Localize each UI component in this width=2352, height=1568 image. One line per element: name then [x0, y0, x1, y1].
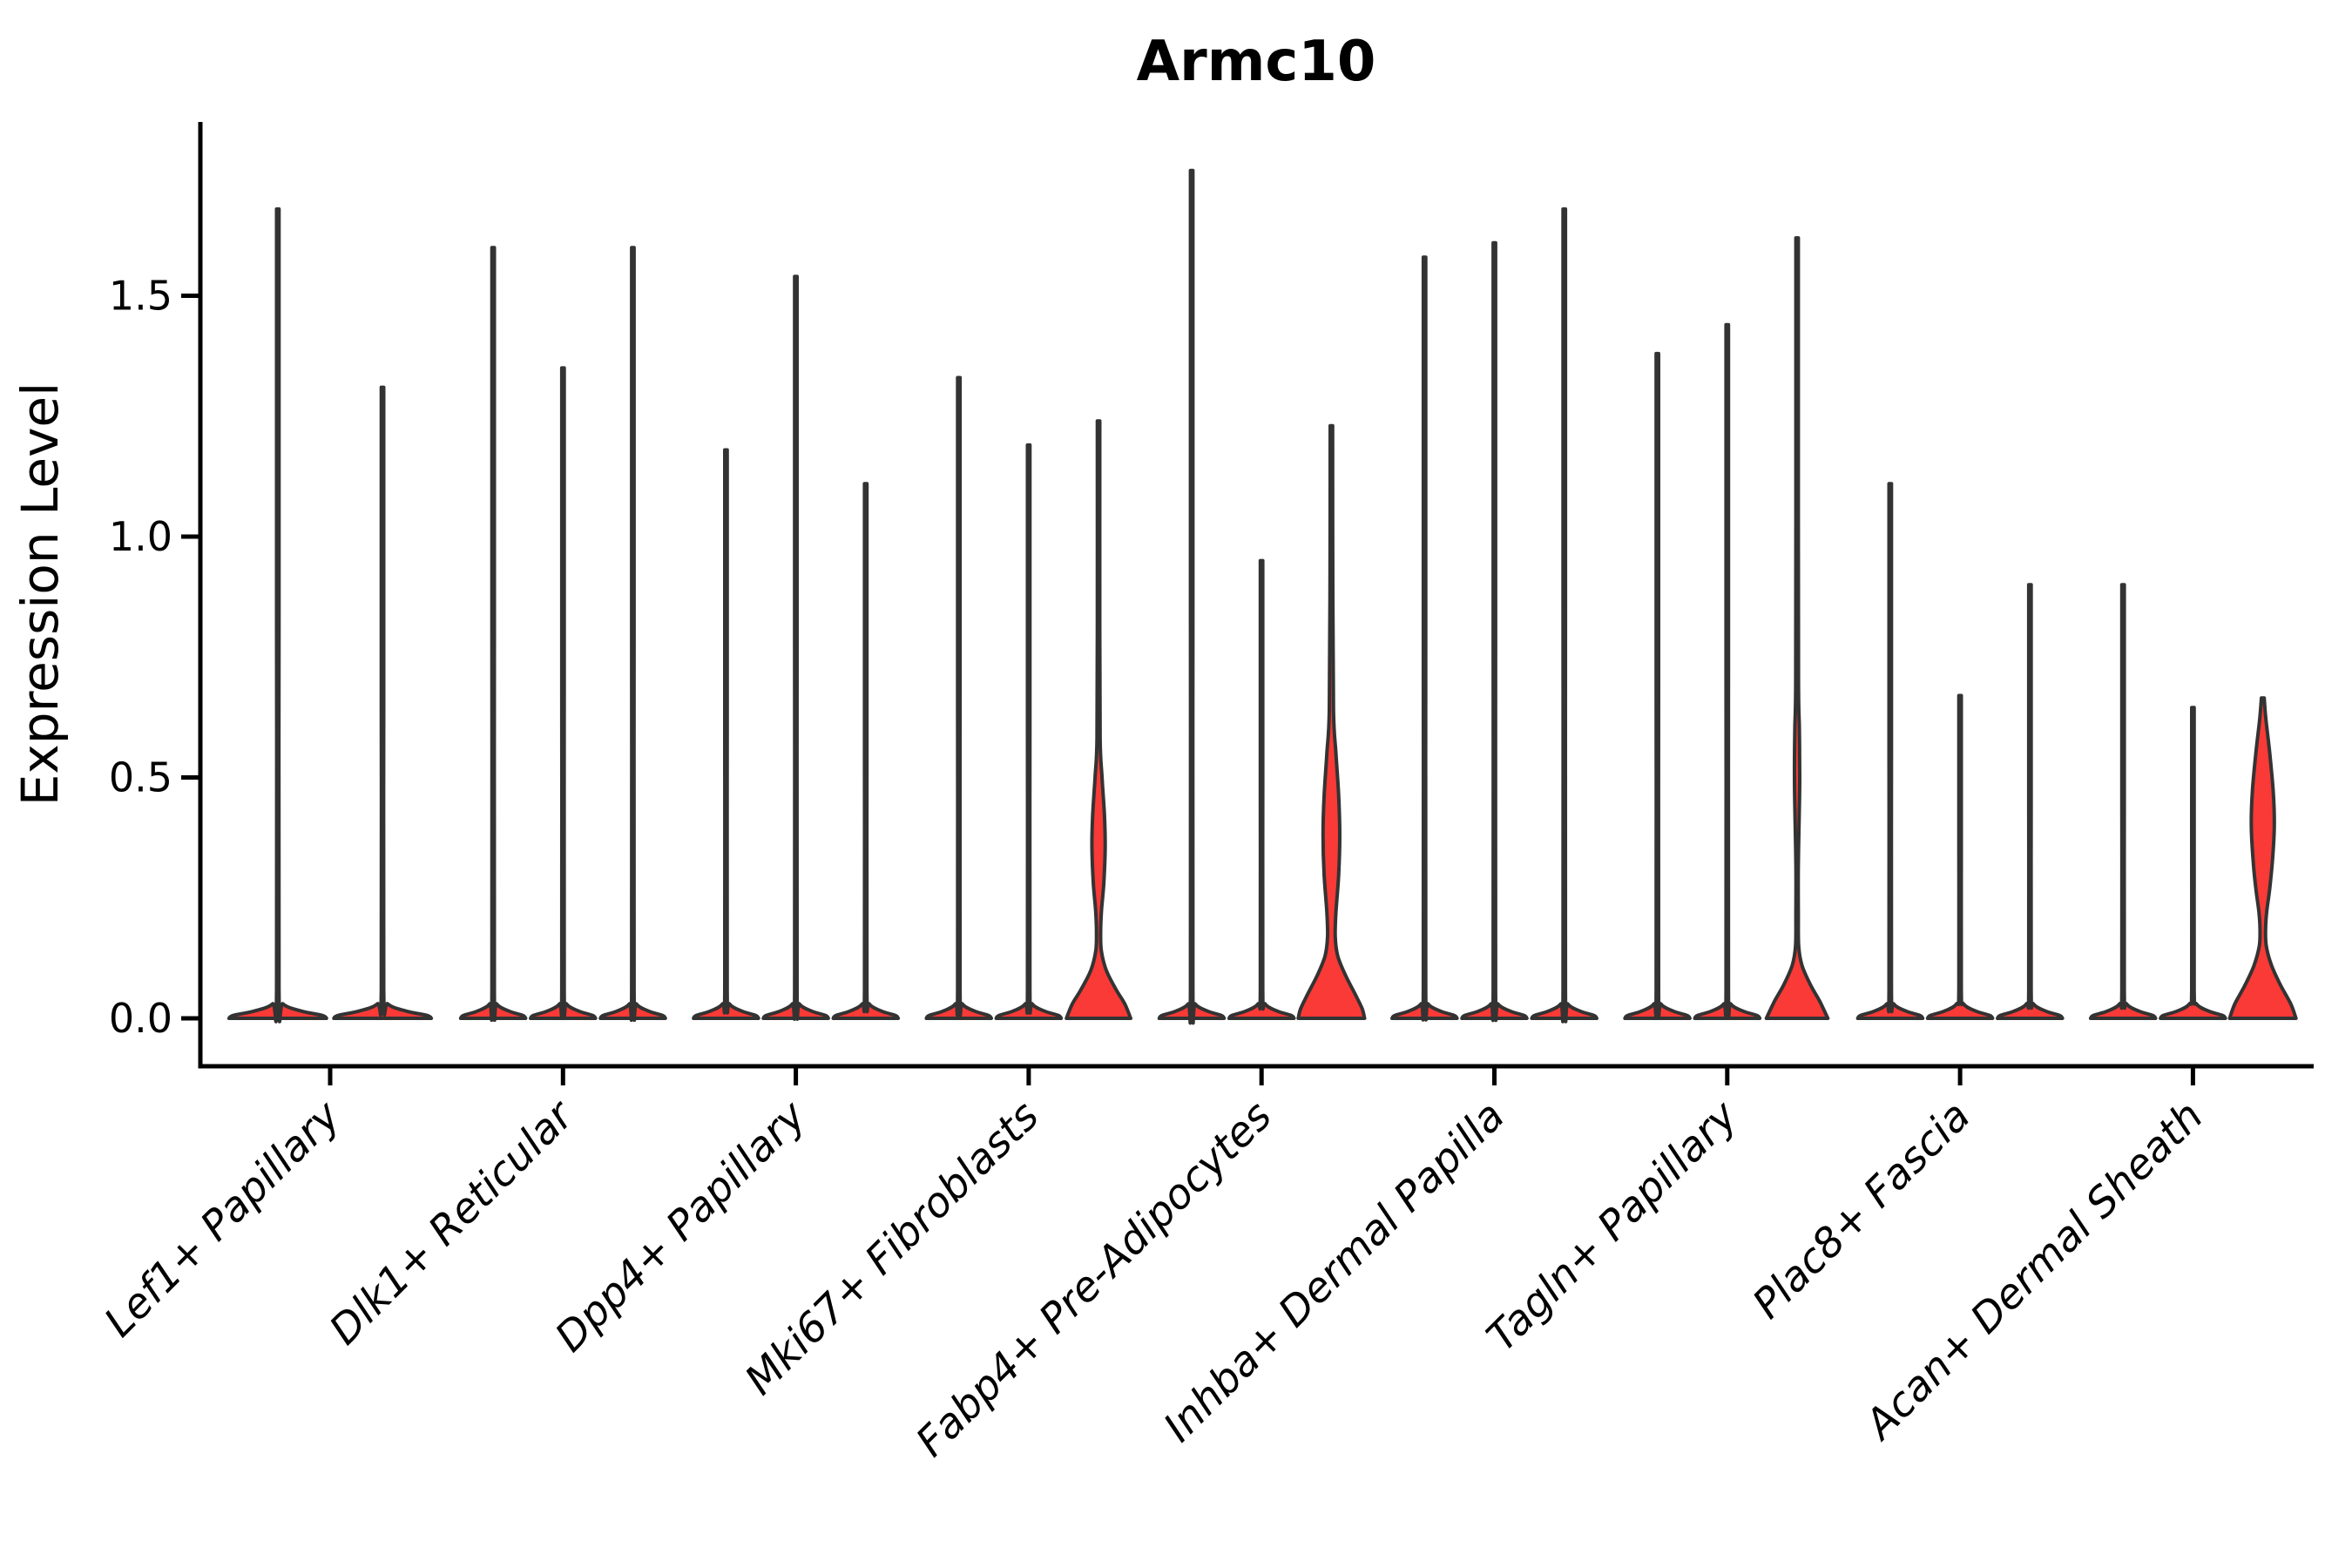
violin-acan-dermal-sheath-3 [2227, 696, 2298, 1020]
violin-lef1-papillary-2 [332, 385, 434, 1020]
x-tick-label-dpp4-papillary: Dpp4+ Papillary [546, 1092, 816, 1362]
violin-mki67-fibroblasts-1 [924, 375, 993, 1020]
x-tick-label-plac8-fascia: Plac8+ Fascia [1744, 1092, 1980, 1328]
violin-dpp4-papillary-1 [692, 448, 760, 1020]
violin-lef1-papillary-1 [226, 207, 328, 1024]
violin-fabp4-pre-adipocytes-3 [1296, 423, 1367, 1020]
violin-tagln-papillary-3 [1764, 236, 1830, 1020]
violin-fabp4-pre-adipocytes-2 [1227, 558, 1296, 1020]
x-tick-label-lef1-papillary: Lef1+ Papillary [95, 1092, 350, 1347]
violin-plac8-fascia-3 [1996, 583, 2065, 1020]
violin-acan-dermal-sheath-1 [2088, 583, 2158, 1020]
violin-tagln-papillary-1 [1623, 351, 1692, 1020]
violin-inhba-dermal-papilla-1 [1390, 255, 1459, 1022]
x-tick-label-tagln-papillary: Tagln+ Papillary [1478, 1092, 1748, 1362]
violin-plac8-fascia-1 [1855, 482, 1925, 1020]
violin-acan-dermal-sheath-2 [2159, 706, 2227, 1020]
violin-dpp4-papillary-3 [831, 482, 901, 1020]
violin-plac8-fascia-2 [1925, 693, 1995, 1020]
violin-fabp4-pre-adipocytes-1 [1157, 168, 1227, 1025]
y-tick-label: 1.5 [109, 273, 172, 320]
y-tick-label: 1.0 [109, 513, 172, 560]
violin-inhba-dermal-papilla-3 [1530, 207, 1598, 1024]
violin-dlk1-reticular-2 [529, 366, 598, 1020]
violin-inhba-dermal-papilla-2 [1460, 240, 1529, 1023]
y-tick-label: 0.0 [109, 995, 172, 1042]
violin-mki67-fibroblasts-2 [994, 443, 1064, 1020]
y-tick-label: 0.5 [109, 754, 172, 801]
violin-dpp4-papillary-2 [761, 274, 830, 1021]
x-tick-label-dlk1-reticular: Dlk1+ Reticular [321, 1091, 585, 1355]
violin-dlk1-reticular-1 [458, 246, 528, 1022]
violin-mki67-fibroblasts-3 [1064, 419, 1132, 1020]
chart-title: Armc10 [1137, 30, 1376, 94]
violin-dlk1-reticular-3 [598, 246, 667, 1022]
violin-tagln-papillary-2 [1693, 322, 1762, 1020]
y-axis-label: Expression Level [10, 382, 70, 806]
